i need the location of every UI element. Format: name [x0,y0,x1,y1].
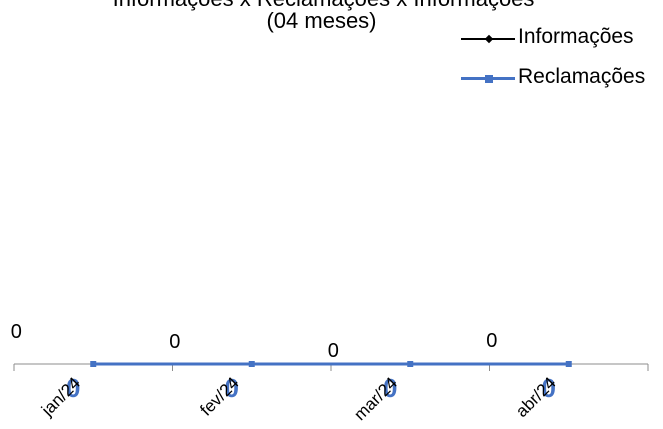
data-label-informacoes: 0 [11,321,22,343]
data-label-reclamacoes: 0 [542,373,556,403]
data-label-informacoes: 0 [486,330,497,352]
legend-item-informacoes: Informações [461,24,661,54]
chart-title: Informações x Reclamações x Informações [0,0,655,12]
data-point-reclamacoes [90,361,97,367]
data-label-informacoes: 0 [328,340,339,362]
legend-marker-reclamacoes [485,75,493,83]
data-label-informacoes: 0 [169,331,180,353]
data-point-reclamacoes [565,361,572,367]
legend-label-reclamacoes: Reclamações [518,65,646,88]
legend-marker-informacoes [484,34,494,44]
legend-label-informacoes: Informações [518,25,634,48]
data-label-reclamacoes: 0 [225,373,239,403]
chart-subtitle: (04 meses) [266,8,377,33]
data-point-reclamacoes [407,361,414,367]
data-label-reclamacoes: 0 [383,373,397,403]
data-label-reclamacoes: 0 [66,373,80,403]
legend-item-reclamacoes: Reclamações [461,64,661,94]
chart-legend: Informações Reclamações [461,24,661,104]
data-point-reclamacoes [248,361,255,367]
